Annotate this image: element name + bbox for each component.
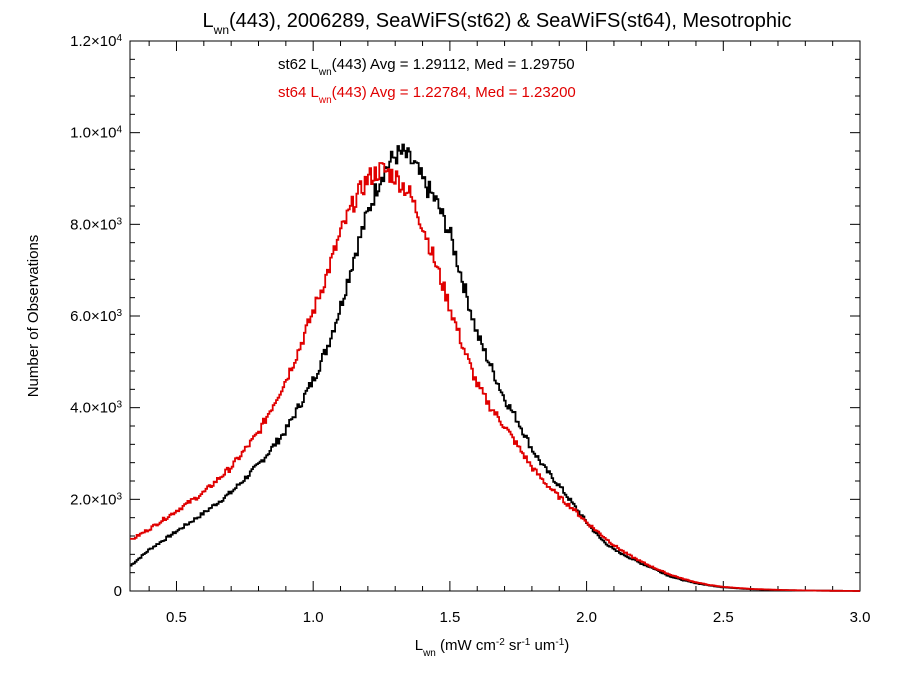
y-tick-label: 8.0×103 [70,216,122,234]
x-tick-label: 1.0 [303,609,324,626]
legend-st64: st64 Lwn(443) Avg = 1.22784, Med = 1.232… [278,84,576,106]
y-tick-label: 2.0×103 [70,491,122,509]
chart-title: Lwn(443), 2006289, SeaWiFS(st62) & SeaWi… [203,10,792,37]
y-tick-label: 4.0×103 [70,399,122,417]
y-axis-label: Number of Observations [25,235,42,398]
x-tick-label: 1.5 [439,609,460,626]
y-tick-label: 6.0×103 [70,308,122,326]
legend-st62: st62 Lwn(443) Avg = 1.29112, Med = 1.297… [278,56,575,78]
series-st64-line [130,162,860,592]
y-tick-label: 1.2×104 [70,33,122,51]
x-tick-label: 0.5 [166,609,187,626]
x-tick-label: 2.5 [713,609,734,626]
y-tick-label: 1.0×104 [70,124,122,142]
y-tick-label: 0 [114,583,122,600]
x-axis-label: Lwn (mW cm-2 sr-1 um-1) [415,637,570,659]
x-tick-label: 3.0 [850,609,871,626]
x-tick-label: 2.0 [576,609,597,626]
plot-area: 0.5 1.0 1.5 2.0 2.5 3.0 0 2.0×103 4.0×103 6.0×103… [70,33,870,627]
